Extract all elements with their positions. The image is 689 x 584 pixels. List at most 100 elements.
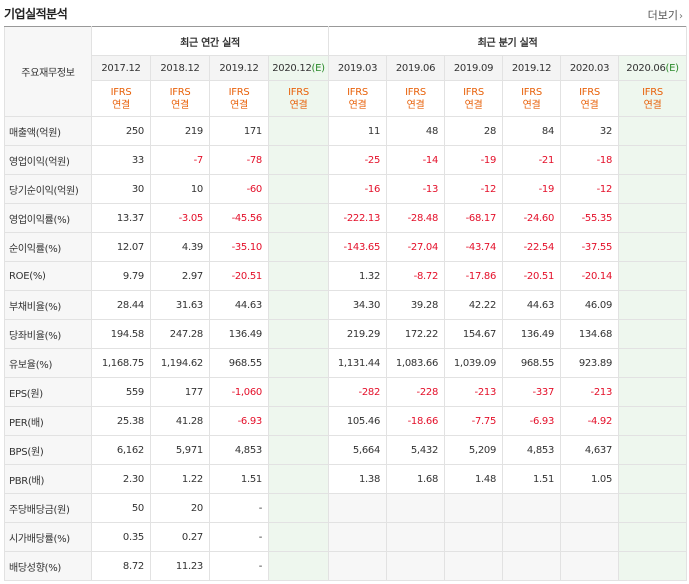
value-cell: 31.63 [150, 290, 210, 320]
value-cell: -24.60 [502, 203, 562, 233]
value-cell: -28.48 [386, 203, 446, 233]
value-cell: 28.44 [91, 290, 151, 320]
consolidated-label: 연결 [406, 99, 425, 111]
table-row: 유보율(%) 1,168.75 1,194.62 968.55 1,131.44 1,08… [4, 348, 688, 378]
value-cell: 41.28 [150, 406, 210, 436]
value-cell [267, 145, 330, 175]
value-cell [267, 551, 330, 581]
value-cell: -7.75 [444, 406, 504, 436]
ifrs-label: IFRS [228, 86, 250, 98]
value-cell [560, 522, 620, 552]
value-cell [267, 522, 330, 552]
value-cell: 968.55 [209, 348, 269, 378]
value-cell: -25 [328, 145, 388, 175]
value-cell: 171 [209, 116, 269, 146]
row-label: 순이익률(%) [4, 232, 92, 262]
ifrs-label: IFRS [579, 86, 600, 98]
value-cell [267, 377, 330, 407]
value-cell: 5,971 [150, 435, 210, 465]
corner-header: 주요재무정보 [4, 26, 92, 117]
estimate-mark: (E) [311, 62, 326, 74]
ifrs-label: IFRS [463, 86, 484, 98]
value-cell [618, 174, 688, 204]
value-cell: 154.67 [444, 319, 504, 349]
value-cell [618, 145, 688, 175]
value-cell [267, 116, 330, 146]
value-cell: -27.04 [386, 232, 446, 262]
value-cell: - [209, 493, 269, 523]
value-cell [267, 464, 330, 494]
value-cell: -20.51 [209, 261, 269, 291]
estimate-mark: (E) [665, 62, 680, 74]
period-header: 2019.09 [444, 55, 504, 81]
value-cell [618, 319, 688, 349]
ifrs-label: IFRS [169, 86, 191, 98]
consolidated-label: 연결 [580, 99, 599, 111]
value-cell: -18.66 [386, 406, 446, 436]
value-cell: 42.22 [444, 290, 504, 320]
chevron-right-icon: › [679, 11, 683, 22]
value-cell: -4.92 [560, 406, 620, 436]
consolidated-label: 연결 [522, 99, 541, 111]
value-cell [618, 348, 688, 378]
value-cell: -1,060 [209, 377, 269, 407]
row-label: BPS(원) [4, 435, 92, 465]
value-cell: -20.14 [560, 261, 620, 291]
value-cell: 4,853 [502, 435, 562, 465]
row-label: EPS(원) [4, 377, 92, 407]
table-row: 시가배당률(%) 0.35 0.27- [4, 522, 688, 552]
value-cell: 1.51 [209, 464, 269, 494]
table-row: 순이익률(%) 12.07 4.39 -35.10 -143.65 -27.04 -43.7… [4, 232, 688, 262]
value-cell [386, 493, 446, 523]
value-cell: 1.38 [328, 464, 388, 494]
value-cell [444, 522, 504, 552]
table-row: 당좌비율(%) 194.58 247.28 136.49 219.29 172.22 154… [4, 319, 688, 349]
value-cell [328, 522, 388, 552]
value-cell [560, 493, 620, 523]
value-cell: -18 [560, 145, 620, 175]
value-cell: -3.05 [150, 203, 210, 233]
value-cell: -22.54 [502, 232, 562, 262]
financial-summary-table: 주요재무정보 최근 연간 실적 최근 분기 실적 2017.12 2018.12 2… [4, 26, 688, 581]
period-label: 2020.06 [626, 62, 666, 74]
value-cell: - [209, 551, 269, 581]
value-cell: 1,039.09 [444, 348, 504, 378]
ifrs-label: IFRS [347, 86, 368, 98]
consolidated-label: 연결 [112, 99, 130, 111]
period-header: 2019.12 [209, 55, 269, 81]
period-label: 2019.06 [395, 62, 436, 74]
period-header: 2019.12 [502, 55, 562, 81]
value-cell [560, 551, 620, 581]
value-cell [267, 203, 330, 233]
ifrs-header: IFRS 연결 [328, 80, 388, 117]
consolidated-label: 연결 [171, 99, 189, 111]
value-cell [267, 406, 330, 436]
more-link[interactable]: 더보기› [648, 7, 683, 23]
value-cell: -14 [386, 145, 446, 175]
value-cell: 1.68 [386, 464, 446, 494]
quarter-group-header: 최근 분기 실적 [328, 26, 688, 56]
period-header: 2019.06 [386, 55, 446, 81]
value-cell: 11.23 [150, 551, 210, 581]
value-cell: -282 [328, 377, 388, 407]
ifrs-header: IFRS 연결 [209, 80, 269, 117]
value-cell: -143.65 [328, 232, 388, 262]
value-cell [618, 551, 688, 581]
value-cell: 2.97 [150, 261, 210, 291]
value-cell: -35.10 [209, 232, 269, 262]
value-cell: 1.48 [444, 464, 504, 494]
value-cell [618, 406, 688, 436]
value-cell: 44.63 [209, 290, 269, 320]
period-label: 2017.12 [101, 62, 141, 74]
value-cell: 968.55 [502, 348, 562, 378]
value-cell: 4,637 [560, 435, 620, 465]
value-cell: 39.28 [386, 290, 446, 320]
value-cell [267, 174, 330, 204]
ifrs-header: IFRS 연결 [386, 80, 446, 117]
period-label: 2019.09 [453, 62, 494, 74]
ifrs-header: IFRS 연결 [150, 80, 210, 117]
value-cell: 50 [91, 493, 151, 523]
value-cell: 0.27 [150, 522, 210, 552]
ifrs-header: IFRS 연결 [267, 80, 330, 117]
table-row: PER(배) 25.38 41.28 -6.93 105.46 -18.66 -7.75 -6… [4, 406, 688, 436]
